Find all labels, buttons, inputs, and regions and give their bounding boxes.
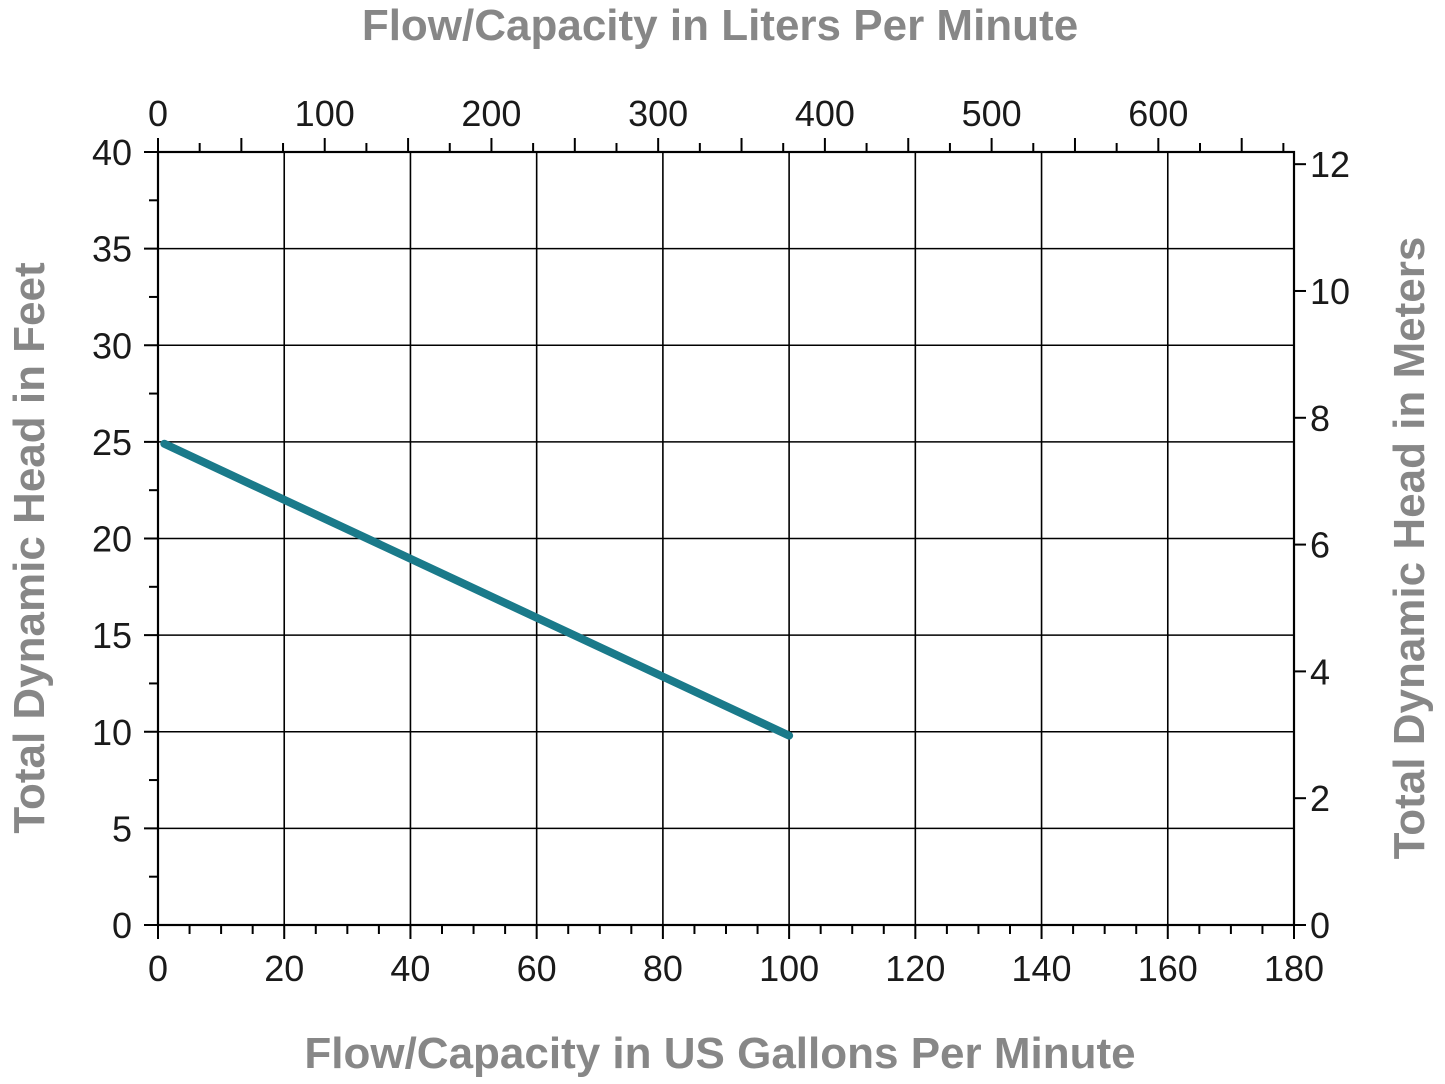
top-tick-label: 200 [461, 93, 521, 134]
left-tick-label: 0 [112, 905, 132, 946]
top-tick-label: 500 [962, 93, 1022, 134]
top-tick-label: 300 [628, 93, 688, 134]
series-layer [160, 439, 794, 740]
grid-layer [158, 152, 1294, 925]
bottom-tick-label: 40 [390, 948, 430, 989]
left-tick-label: 35 [92, 229, 132, 270]
bottom-tick-label: 120 [885, 948, 945, 989]
bottom-tick-label: 60 [517, 948, 557, 989]
right-tick-label: 4 [1310, 651, 1330, 692]
bottom-tick-label: 140 [1012, 948, 1072, 989]
left-tick-label: 30 [92, 325, 132, 366]
bottom-tick-label: 20 [264, 948, 304, 989]
bottom-tick-label: 160 [1138, 948, 1198, 989]
right-tick-label: 6 [1310, 525, 1330, 566]
bottom-tick-label: 100 [759, 948, 819, 989]
left-tick-label: 20 [92, 519, 132, 560]
left-tick-label: 5 [112, 808, 132, 849]
tick-labels-layer: 0 20 40 60 80 100 120 140 160 1800510152025303540… [92, 93, 1350, 989]
right-tick-label: 12 [1310, 144, 1350, 185]
left-axis-title: Total Dynamic Head in Feet [5, 262, 54, 834]
top-tick-label: 600 [1128, 93, 1188, 134]
performance-curve [160, 439, 794, 740]
plot-frame [156, 150, 1296, 927]
left-tick-label: 25 [92, 422, 132, 463]
right-tick-label: 0 [1310, 905, 1330, 946]
left-tick-label: 10 [92, 712, 132, 753]
top-tick-label: 400 [795, 93, 855, 134]
top-tick-label: 100 [295, 93, 355, 134]
ticks-layer [144, 138, 1306, 939]
top-axis-title: Flow/Capacity in Liters Per Minute [362, 1, 1078, 50]
right-tick-label: 8 [1310, 398, 1330, 439]
bottom-axis-title: Flow/Capacity in US Gallons Per Minute [304, 1029, 1135, 1078]
right-tick-label: 10 [1310, 271, 1350, 312]
left-tick-label: 15 [92, 615, 132, 656]
bottom-tick-label: 0 [148, 948, 168, 989]
left-tick-label: 40 [92, 132, 132, 173]
bottom-tick-label: 80 [643, 948, 683, 989]
right-axis-title: Total Dynamic Head in Meters [1385, 237, 1434, 860]
right-tick-label: 2 [1310, 778, 1330, 819]
bottom-tick-label: 180 [1264, 948, 1324, 989]
top-tick-label: 0 [148, 93, 168, 134]
